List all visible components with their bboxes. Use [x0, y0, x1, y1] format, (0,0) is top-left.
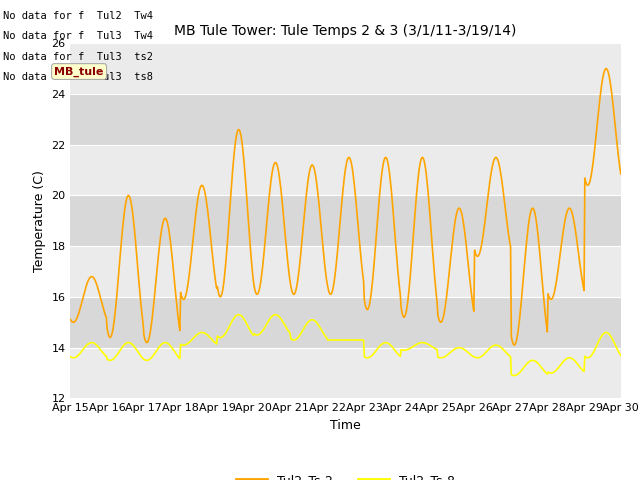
X-axis label: Time: Time — [330, 419, 361, 432]
Text: No data for f  Tul3  Tw4: No data for f Tul3 Tw4 — [3, 31, 153, 41]
Text: No data for f  Tul2  Tw4: No data for f Tul2 Tw4 — [3, 11, 153, 21]
Legend: Tul2_Ts-2, Tul2_Ts-8: Tul2_Ts-2, Tul2_Ts-8 — [231, 468, 460, 480]
Title: MB Tule Tower: Tule Temps 2 & 3 (3/1/11-3/19/14): MB Tule Tower: Tule Temps 2 & 3 (3/1/11-… — [175, 24, 516, 38]
Bar — [70, 297, 621, 348]
Y-axis label: Temperature (C): Temperature (C) — [33, 170, 45, 272]
Text: No data for f  Tul3  ts2: No data for f Tul3 ts2 — [3, 51, 153, 61]
Text: No data for f  Tul3  ts8: No data for f Tul3 ts8 — [3, 72, 153, 82]
Text: MB_tule: MB_tule — [54, 66, 104, 77]
Bar — [70, 94, 621, 144]
Bar — [70, 195, 621, 246]
